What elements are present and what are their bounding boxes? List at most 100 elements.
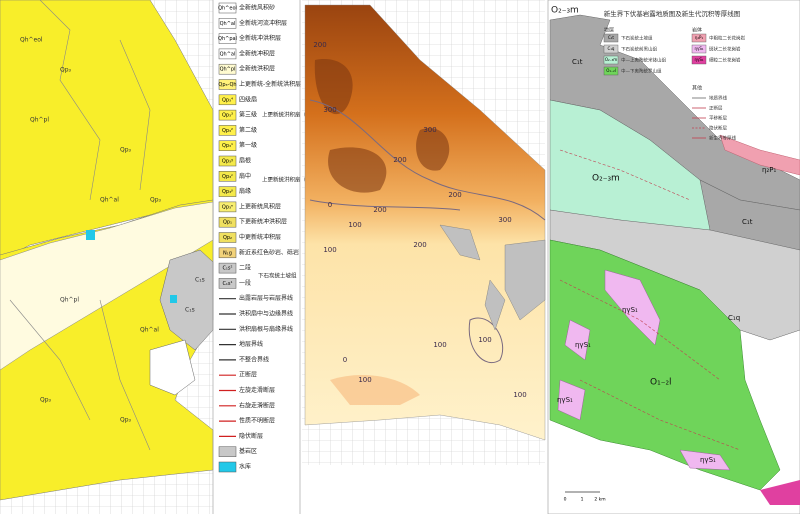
- map-label: C₁t: [572, 58, 583, 66]
- legend-label: 左旋走滑断层: [239, 386, 275, 394]
- bedrock-outcrop: [439, 224, 546, 331]
- legend-code: N₁g: [223, 250, 232, 256]
- right-map: [547, 0, 800, 514]
- alluvial-belt: [0, 201, 214, 371]
- map-label: Qp₃: [150, 197, 162, 204]
- contour-label: 100: [348, 221, 361, 229]
- contour-label: 200: [448, 191, 461, 199]
- reservoir: [86, 230, 95, 240]
- legend-heading: 地层: [604, 27, 614, 34]
- contour-label: 200: [393, 156, 406, 164]
- legend-group-label: 上更新统洪积扇（南西）: [262, 176, 323, 184]
- legend-swatch: [603, 55, 619, 65]
- contour-label: 0: [343, 356, 347, 364]
- legend-label: 平移断层: [709, 115, 727, 122]
- legend-label: 地质界线: [709, 95, 727, 102]
- legend-code: C₁t: [608, 35, 614, 40]
- legend-swatch: [218, 2, 237, 14]
- legend-code: O₂₋₃m: [605, 57, 617, 62]
- legend-code: C₁s¹: [222, 281, 232, 287]
- legend-swatch: [218, 278, 237, 289]
- legend-code: C₁s²: [222, 266, 232, 272]
- contour-labels: 200 300 300 200 200 300 100 200 100 200 0 100 100 100…: [313, 41, 526, 399]
- legend-swatch: [218, 63, 237, 75]
- legend-label: 洪积扇根与扇缘界线: [239, 325, 293, 333]
- legend-swatch: [218, 262, 237, 274]
- legend-swatch: [218, 232, 237, 243]
- contour-label: 100: [323, 246, 336, 254]
- legend-label: 中—上奥陶统米钵山组: [621, 57, 666, 64]
- legend-swatch: [691, 55, 707, 65]
- legend-swatch: [691, 33, 707, 43]
- legend-label: 斑状二长花岗岩: [709, 46, 741, 53]
- legend-label: 新近系红色砂岩、砾岩: [239, 248, 299, 256]
- map-label: C₁s: [195, 277, 205, 284]
- contour-label: 100: [358, 376, 371, 384]
- legend-code: Qp₃-Qh: [218, 82, 236, 88]
- legend-label: 性质不明断层: [239, 417, 275, 425]
- legend-swatch: [218, 216, 237, 228]
- map-label: Qh^pl: [30, 117, 49, 124]
- legend-code: Qp₃⁴: [222, 97, 233, 103]
- boundaries: [9, 0, 151, 451]
- map-label: Qh^pl: [60, 297, 79, 304]
- legend-swatch: [218, 109, 237, 121]
- legend-swatch: [218, 94, 237, 106]
- legend-label: 扇中: [239, 172, 251, 180]
- legend-swatch: [218, 33, 237, 44]
- legend-label: 全新统冲洪积层: [239, 34, 281, 42]
- legend-label: 新生界等厚线: [709, 135, 736, 142]
- legend-label: 细粒二长花岗岩: [709, 57, 741, 64]
- legend-code: Qp₃²: [222, 128, 233, 134]
- contour-label: 100: [433, 341, 446, 349]
- legend-label: 中—下奥陶统罗山组: [621, 68, 662, 75]
- legend-label: 正断层: [709, 105, 723, 112]
- legend-code: O₁₋₂l: [606, 68, 616, 73]
- legend-code: Qh^al: [220, 51, 236, 57]
- legend-label: 第二级: [239, 126, 257, 134]
- legend-code: Qp₃ᵍ: [222, 159, 233, 165]
- legend-label: 不整合界线: [239, 355, 269, 363]
- legend-label: 上更新统风积层: [239, 202, 281, 210]
- legend-swatch: [218, 125, 237, 136]
- map-label: ηγS₁: [700, 456, 716, 464]
- legend-swatch: [603, 44, 619, 54]
- legend-code: C₁q: [608, 46, 615, 51]
- map-label: O₂₋₃m: [592, 174, 620, 184]
- legend-label: 出露岩层与岩层界线: [239, 294, 293, 302]
- legend-swatch: [218, 18, 237, 29]
- legend-code: Qp₁: [223, 220, 232, 226]
- legend-group-label: 上更新统洪积扇（北东）: [262, 111, 323, 119]
- legend-swatch: [603, 66, 619, 76]
- legend-label: 水库: [239, 463, 251, 471]
- thickness-surface: [304, 4, 546, 441]
- legend-code: η₂P₁: [695, 35, 704, 40]
- right-labels: 新生界下伏基岩露地质图及新生代沉积等厚线图 O₂₋₃m C₁t η₂P₁ O₂₋₃m C₁…: [551, 6, 776, 503]
- legend-label: 中粗粒二长花岗岩: [709, 35, 745, 42]
- contour-label: 0: [328, 201, 332, 209]
- legend-label: 基岩区: [239, 447, 257, 455]
- map-label: ηγS₁: [575, 341, 591, 349]
- scale-label: 1: [581, 497, 584, 503]
- legend-label: 中更新统冲积层: [239, 233, 281, 241]
- legend-label: 地层界线: [239, 340, 263, 348]
- legend-swatch: [218, 186, 237, 197]
- map-label: Qp₃: [120, 147, 132, 154]
- legend-swatch: [218, 247, 237, 259]
- legend-code: Qp₃ʸ: [222, 189, 233, 195]
- legend-code: Qp₃ᶻ: [222, 174, 233, 180]
- contour-label: 200: [313, 41, 326, 49]
- legend-code: Qp₂: [223, 235, 232, 241]
- legend-swatch: [218, 155, 237, 167]
- contour-label: 100: [478, 336, 491, 344]
- legend-code: Qh^al: [220, 21, 236, 27]
- legend-label: 隐伏断层: [239, 432, 263, 440]
- legend-label: 第一级: [239, 141, 257, 149]
- legend-label: 隐伏断层: [709, 125, 727, 132]
- alluvium: [149, 339, 196, 396]
- legend-label: 全新统洪积层: [239, 65, 275, 73]
- reservoir: [170, 295, 177, 303]
- intrusion: [557, 269, 731, 471]
